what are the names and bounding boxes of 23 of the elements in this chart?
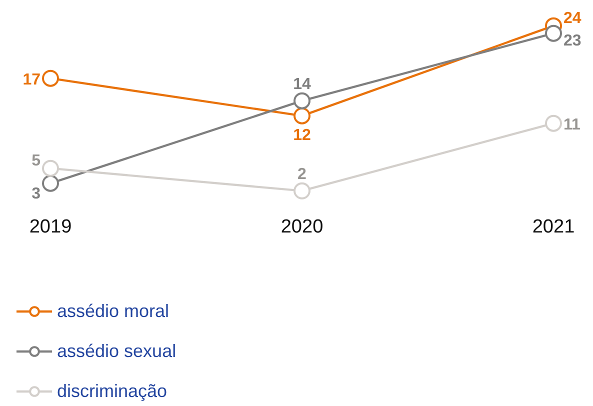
point — [42, 174, 59, 192]
data-label: 17 — [22, 71, 41, 88]
point — [545, 114, 562, 132]
data-label: 3 — [32, 185, 41, 202]
data-label: 12 — [293, 126, 311, 144]
data-label: 23 — [564, 32, 582, 50]
x-tick-label: 2019 — [29, 216, 72, 238]
point — [545, 24, 562, 42]
data-label: 2 — [298, 166, 307, 183]
legend-label: assédio moral — [57, 300, 170, 322]
point — [294, 182, 310, 200]
point — [294, 92, 310, 110]
point — [42, 160, 59, 177]
x-tick-label: 2021 — [532, 216, 575, 238]
point — [294, 107, 310, 124]
data-label: 24 — [564, 10, 582, 27]
data-label: 5 — [32, 152, 41, 170]
data-label: 11 — [564, 116, 581, 134]
data-label: 14 — [293, 76, 311, 93]
legend-label: assédio sexual — [57, 340, 176, 362]
point — [42, 70, 59, 87]
legend-label: discriminação — [57, 380, 168, 402]
x-tick-label: 2020 — [280, 216, 324, 238]
